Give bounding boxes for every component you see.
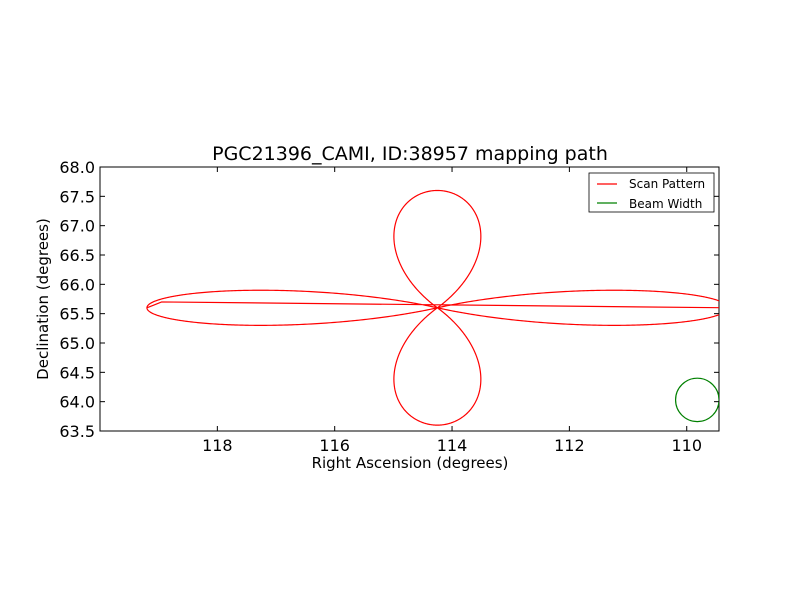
- y-tick-label: 64.5: [59, 363, 95, 382]
- x-axis-label: Right Ascension (degrees): [312, 454, 509, 472]
- y-tick-label: 67.5: [59, 187, 95, 206]
- y-tick-label: 64.0: [59, 393, 95, 412]
- y-tick-label: 63.5: [59, 422, 95, 441]
- y-tick-label: 66.5: [59, 246, 95, 265]
- series-beam-width-circle: [674, 377, 719, 423]
- chart-title: PGC21396_CAMI, ID:38957 mapping path: [212, 143, 608, 165]
- y-axis-label: Declination (degrees): [34, 218, 52, 380]
- tick-layer: 118 116 114 112 110 63.5 64.0 64.5 65.0 65.5 66.0 6…: [59, 158, 719, 455]
- series-layer: [146, 189, 719, 426]
- legend: Scan Pattern Beam Width: [588, 172, 715, 213]
- y-tick-label: 67.0: [59, 217, 95, 236]
- y-tick-label: 65.5: [59, 305, 95, 324]
- legend-label-beam-width: Beam Width: [629, 197, 702, 211]
- legend-box: [588, 172, 715, 213]
- y-tick-label: 65.0: [59, 334, 95, 353]
- y-tick-label: 66.0: [59, 275, 95, 294]
- x-tick-label: 110: [671, 436, 702, 455]
- x-tick-label: 118: [202, 436, 233, 455]
- series-scan-pattern-line: [146, 189, 719, 426]
- y-tick-label: 68.0: [59, 158, 95, 177]
- x-tick-label: 116: [319, 436, 350, 455]
- x-tick-label: 112: [554, 436, 585, 455]
- x-tick-label: 114: [437, 436, 468, 455]
- legend-label-scan-pattern: Scan Pattern: [629, 177, 705, 191]
